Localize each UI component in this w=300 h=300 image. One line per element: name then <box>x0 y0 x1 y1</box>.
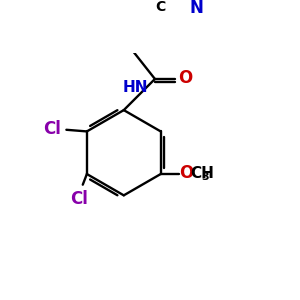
Text: N: N <box>189 0 203 17</box>
Text: C: C <box>155 0 166 14</box>
Text: O: O <box>178 69 192 87</box>
Text: CH: CH <box>190 166 214 181</box>
Text: HN: HN <box>122 80 148 95</box>
Text: Cl: Cl <box>43 120 61 138</box>
Text: 3: 3 <box>201 172 208 182</box>
Text: O: O <box>179 164 194 182</box>
Text: Cl: Cl <box>70 190 88 208</box>
